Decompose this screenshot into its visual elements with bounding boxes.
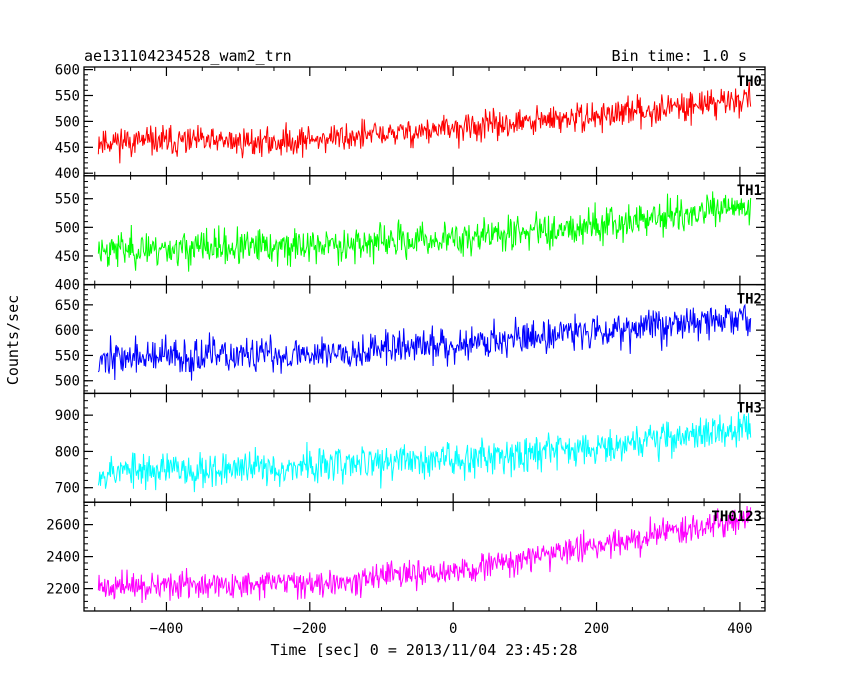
x-tick-label: 200 xyxy=(584,621,609,637)
series-line-th3 xyxy=(97,411,752,493)
y-tick-label: 500 xyxy=(55,220,80,236)
y-tick-label: 2200 xyxy=(46,582,80,598)
y-tick-label: 650 xyxy=(55,298,80,314)
x-tick-label: 0 xyxy=(449,621,457,637)
series-line-th2 xyxy=(97,303,752,381)
y-tick-label: 450 xyxy=(55,140,80,156)
panel-th3: 700 800 900 TH3 xyxy=(55,392,766,503)
series-line-th1 xyxy=(97,191,752,272)
y-tick-label: 600 xyxy=(55,323,80,339)
x-axis-label: Time [sec] 0 = 2013/11/04 23:45:28 xyxy=(270,641,577,659)
y-tick-label: 2600 xyxy=(46,518,80,534)
y-tick-label: 2400 xyxy=(46,550,80,566)
panels-group: 400 450 500 550 600 TH0 400 450 500 550 TH1 500 550 6… xyxy=(46,63,766,612)
panel-th1: 400 450 500 550 TH1 xyxy=(55,175,766,294)
panel-th0: 400 450 500 550 600 TH0 xyxy=(55,63,766,182)
chart-title: ae131104234528_wam2_trn xyxy=(84,47,292,65)
series-line-th0123 xyxy=(97,506,752,604)
x-tick-label: −200 xyxy=(293,621,327,637)
panel-name-label: TH0123 xyxy=(711,509,762,525)
y-tick-label: 500 xyxy=(55,374,80,390)
y-tick-label: 400 xyxy=(55,166,80,182)
x-tick-label: −400 xyxy=(150,621,184,637)
bin-time-label: Bin time: 1.0 s xyxy=(612,47,747,65)
panel-th2: 500 550 600 650 TH2 xyxy=(55,283,766,395)
panel-th0123: 2200 2400 2600 TH0123 xyxy=(46,501,766,612)
y-tick-label: 800 xyxy=(55,444,80,460)
y-tick-label: 450 xyxy=(55,249,80,265)
panel-name-label: TH3 xyxy=(737,400,762,416)
y-tick-label: 900 xyxy=(55,408,80,424)
panel-frame xyxy=(83,392,766,503)
panel-name-label: TH0 xyxy=(737,74,762,90)
y-tick-label: 400 xyxy=(55,278,80,294)
panel-name-label: TH1 xyxy=(737,183,762,199)
y-tick-label: 500 xyxy=(55,114,80,130)
x-tick-labels: −400 −200 0 200 400 xyxy=(150,621,753,637)
y-axis-label: Counts/sec xyxy=(4,295,22,385)
series-line-th0 xyxy=(97,82,752,164)
y-tick-label: 550 xyxy=(55,192,80,208)
panel-frame xyxy=(83,66,766,177)
y-tick-label: 700 xyxy=(55,481,80,497)
y-tick-label: 600 xyxy=(55,63,80,79)
panel-name-label: TH2 xyxy=(737,292,762,308)
y-tick-label: 550 xyxy=(55,88,80,104)
x-tick-label: 400 xyxy=(727,621,752,637)
y-tick-label: 550 xyxy=(55,348,80,364)
